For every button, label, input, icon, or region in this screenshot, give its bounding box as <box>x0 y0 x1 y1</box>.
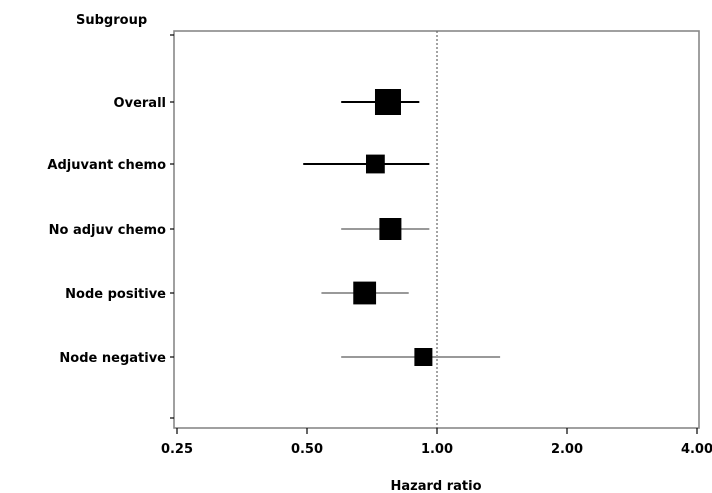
plot-area <box>173 30 700 429</box>
hazard-ratio-marker <box>414 348 433 366</box>
subgroup-row: Adjuvant chemo <box>47 154 430 174</box>
subgroup-row: Node positive <box>65 281 409 305</box>
x-tick-label: 0.25 <box>161 442 193 457</box>
x-tick-label: 1.00 <box>421 442 453 457</box>
subgroup-label: Node negative <box>59 351 166 366</box>
y-axis-title: Subgroup <box>76 13 147 28</box>
subgroup-label: Adjuvant chemo <box>47 158 166 173</box>
x-tick-label: 2.00 <box>551 442 583 457</box>
hazard-ratio-marker <box>379 218 402 240</box>
y-axis-ticks <box>170 34 174 419</box>
subgroup-row: Node negative <box>59 348 501 366</box>
x-axis-ticks: 0.25 0.50 1.00 2.00 4.00 <box>161 428 712 457</box>
hazard-ratio-marker <box>374 89 401 115</box>
subgroup-label: Overall <box>114 96 166 111</box>
subgroup-label: No adjuv chemo <box>49 223 166 238</box>
x-tick-label: 4.00 <box>681 442 712 457</box>
subgroup-label: Node positive <box>65 287 166 302</box>
subgroup-row: No adjuv chemo <box>49 218 430 240</box>
subgroup-row: Overall <box>114 89 420 115</box>
x-tick-label: 0.50 <box>291 442 323 457</box>
x-axis-title: Hazard ratio <box>390 479 481 493</box>
hazard-ratio-marker <box>365 154 385 174</box>
hazard-ratio-marker <box>353 281 377 305</box>
subgroup-rows: Overall Adjuvant chemo No adjuv chemo Node … <box>47 89 501 366</box>
